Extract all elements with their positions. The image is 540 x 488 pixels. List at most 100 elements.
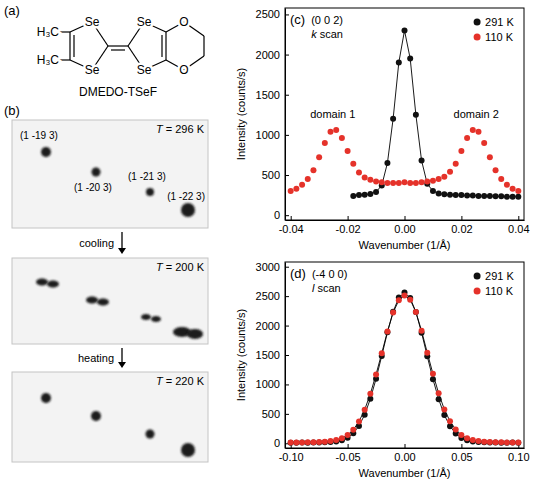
data-point (510, 194, 516, 200)
plot-frame (285, 262, 524, 448)
data-point (481, 439, 487, 445)
y-tick-label: 2500 (256, 290, 280, 302)
arrow-head (118, 248, 126, 254)
data-point (413, 112, 419, 118)
atom-label: Se (137, 63, 152, 77)
atom-label: O (179, 15, 188, 29)
reflection-label: (1 -19 3) (20, 130, 58, 141)
detector-panel: T = 296 K(1 -19 3)(1 -20 3)(1 -21 3)(1 -… (12, 120, 208, 228)
y-tick-mark (285, 175, 289, 176)
data-point (339, 135, 345, 141)
data-point (464, 135, 470, 141)
data-point (390, 310, 396, 316)
y-tick: 1500 (256, 89, 289, 101)
detector-panel: T = 200 K (12, 258, 208, 344)
data-point (356, 419, 362, 425)
y-tick: 500 (262, 408, 289, 420)
detector-panel: T = 220 K (12, 372, 208, 462)
data-point (436, 390, 442, 396)
data-point (316, 154, 322, 160)
text-part: = 220 K (163, 375, 205, 387)
y-tick-label: 2500 (256, 8, 280, 20)
data-point (498, 440, 504, 446)
data-point (413, 180, 419, 186)
diffraction-spot (97, 299, 109, 306)
data-point (515, 188, 521, 194)
x-tick: 0.00 (394, 216, 415, 235)
plot-marks (288, 27, 522, 199)
diffraction-spot (92, 168, 101, 177)
data-point (498, 193, 504, 199)
x-tick-mark (461, 216, 462, 220)
x-tick: -0.10 (279, 444, 304, 463)
y-tick-mark (285, 384, 289, 385)
x-tick-mark (461, 444, 462, 448)
data-point (362, 407, 368, 413)
x-tick-label: 0.10 (508, 451, 529, 463)
data-point (430, 188, 436, 194)
y-tick-mark (285, 14, 289, 15)
diffraction-spot (86, 297, 98, 304)
data-point (447, 192, 453, 198)
data-point (504, 182, 510, 188)
data-point (367, 191, 373, 197)
atom-label: O (179, 63, 188, 77)
legend-label: 291 K (485, 270, 514, 282)
bond (59, 59, 70, 60)
legend-marker (474, 34, 481, 41)
panel-b: (b) T = 296 K(1 -19 3)(1 -20 3)(1 -21 3)(… (4, 103, 208, 462)
text-part: scan (317, 28, 343, 40)
data-point (487, 439, 493, 445)
y-tick: 3000 (256, 261, 289, 273)
data-point (493, 193, 499, 199)
data-point (475, 438, 481, 444)
y-tick: 2000 (256, 49, 289, 61)
y-tick: 500 (262, 169, 289, 181)
data-point (470, 437, 476, 443)
data-point (367, 177, 373, 183)
x-tick-mark (291, 216, 292, 220)
y-tick: 2000 (256, 320, 289, 332)
legend-label: 110 K (485, 285, 514, 297)
data-point (322, 439, 328, 445)
y-tick-label: 2000 (256, 49, 280, 61)
legend-marker (474, 288, 481, 295)
bond (108, 45, 128, 46)
legend-item: 291 K (474, 16, 515, 28)
reflection-label: (1 -21 3) (128, 171, 166, 182)
x-tick: -0.05 (336, 444, 361, 463)
compound-name: DMEDO-TSeF (79, 85, 157, 99)
diffraction-spot (181, 203, 195, 217)
diffraction-spot (141, 314, 151, 320)
data-point (379, 350, 385, 356)
chart-title: (-4 0 0) (312, 268, 347, 280)
data-point (493, 439, 499, 445)
y-tick: 1500 (256, 349, 289, 361)
data-point (498, 176, 504, 182)
data-point (487, 193, 493, 199)
data-point (310, 167, 316, 173)
detector-image (12, 372, 208, 462)
data-point (390, 180, 396, 186)
panel-label: (b) (4, 103, 20, 118)
panel-label: (c) (290, 12, 305, 27)
data-point (350, 427, 356, 433)
bond (165, 32, 166, 60)
arrow (121, 232, 122, 249)
x-tick-label: -0.04 (279, 223, 304, 235)
legend-label: 291 K (485, 16, 514, 28)
legend-item: 110 K (474, 31, 514, 43)
data-point (322, 439, 328, 445)
diffraction-spot (91, 411, 101, 421)
x-axis: -0.04-0.020.000.020.04 (279, 216, 530, 235)
y-tick-label: 2000 (256, 320, 280, 332)
chart-title: (0 0 2) (311, 14, 343, 26)
data-point (470, 127, 476, 133)
diffraction-spot (36, 279, 48, 286)
x-tick-label: 0.00 (394, 451, 415, 463)
x-axis-line (286, 448, 525, 449)
x-tick: -0.02 (336, 216, 361, 235)
data-point (447, 418, 453, 424)
data-point (436, 176, 442, 182)
figure: (a)H₃CH₃CSeSeSeSeOODMEDO-TSeF(b)T = 296 … (0, 0, 540, 488)
